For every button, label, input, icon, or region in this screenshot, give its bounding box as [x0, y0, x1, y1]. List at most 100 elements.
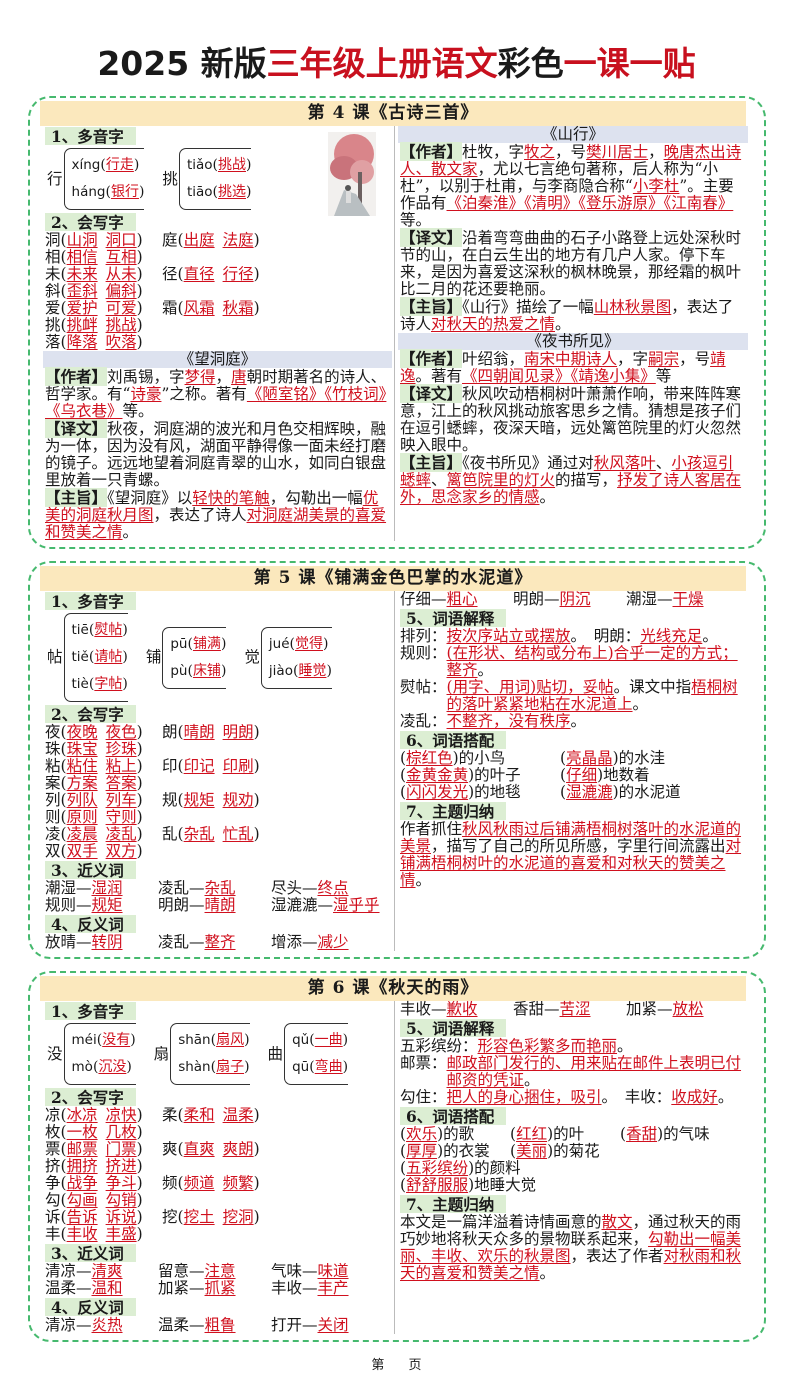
pronunciation-item: jué 觉得	[269, 631, 332, 658]
word: 未来	[66, 265, 98, 283]
text-segment: 、	[431, 471, 447, 489]
polyphone-group: 没 méi 没有 mò 沉没	[47, 1023, 136, 1085]
word: 可爱	[105, 299, 137, 317]
polyphone-char: 没	[47, 1044, 63, 1063]
poem-title: 《山行》	[398, 126, 748, 143]
word-pair: 潮湿干燥	[626, 590, 739, 608]
heading-label: 2、会写字	[45, 1088, 136, 1106]
modifier: 仔细	[566, 766, 598, 784]
highlight-text: (在形状、结构或分布上)合乎一定的方式；整齐	[446, 644, 738, 679]
paired-word: 规矩	[91, 896, 123, 914]
example-word: 挑战	[217, 157, 246, 173]
definition-term: 勾住：	[400, 1088, 447, 1106]
word-pairs: 潮湿湿润凌乱杂乱尽头终点规则规矩明朗晴朗湿漉漉湿乎乎	[45, 879, 390, 914]
paired-word: 炎热	[91, 1316, 123, 1334]
example-paren: 挑战	[213, 157, 252, 173]
dash-separator	[318, 896, 334, 914]
poem-paragraph: 【作者】杜牧，字牧之，号樊川居士，晚唐杰出诗人、散文家，尤以七言绝句著称，后人称…	[400, 142, 746, 229]
definition-body: 不整齐，没有秩序。	[447, 713, 587, 730]
word: 仔细	[400, 590, 432, 608]
word: 柔和	[183, 1106, 215, 1124]
word: 从未	[105, 265, 137, 283]
brace-icon: jué 觉得jiào 睡觉	[260, 626, 332, 689]
modifier: 棕红色	[406, 749, 453, 767]
text-segment: ”。主要作品有	[400, 177, 734, 212]
left-column: 1、多音字没méi没有mò沉没扇shān扇风shàn扇子曲qǔ一曲qū弯曲2、会…	[45, 1001, 394, 1334]
highlight-text: 收成好	[671, 1088, 718, 1106]
grid-row: 票邮票门票爽直爽爽朗挤拥挤挤进	[45, 1140, 390, 1175]
section-heading: 2、会写字	[45, 1088, 390, 1107]
word: 气味	[271, 1262, 303, 1280]
highlight-text: 对洞庭湖美景的喜爱和赞美之情	[45, 506, 387, 541]
left-column: 1、多音字行xíng行走háng银行挑tiǎo挑战tiāo挑选2、会写字洞山洞洞…	[43, 126, 394, 541]
char-entry: 丰丰收丰盛	[45, 1225, 162, 1243]
modifier: 厚厚	[406, 1142, 438, 1160]
char: 勾	[45, 1191, 61, 1209]
word: 香甜	[513, 1000, 545, 1018]
word: 原则	[66, 808, 98, 826]
brace-icon: shān 扇风 shàn 扇子	[170, 1023, 250, 1085]
text-segment: ，	[648, 143, 664, 161]
pronunciation-item: xíng行走	[72, 152, 145, 179]
char-entry: 珠珠宝珍珠	[45, 740, 162, 758]
highlight-text: 唐	[231, 368, 247, 386]
pronunciation-item: shàn 扇子	[178, 1054, 249, 1081]
pronunciation-item: shān 扇风	[178, 1027, 249, 1054]
highlight-text: 邮政部门发行的、用来贴在邮件上表明已付邮资的凭证	[446, 1054, 742, 1089]
lesson-5-card: 第 5 课《铺满金色巴掌的水泥道》1、多音字帖tiē熨帖tiě请帖tiè字帖铺p…	[28, 561, 766, 959]
highlight-text: 按次序站立或摆放	[446, 627, 571, 645]
word: 丰盛	[105, 1225, 137, 1243]
collocation: 金黄金黄的叶子	[400, 766, 560, 784]
word-pair: 仔细粗心	[400, 590, 513, 608]
paired-word: 湿乎乎	[333, 896, 380, 914]
modifier: 香甜	[626, 1125, 658, 1143]
word: 印刷	[222, 757, 254, 775]
example-word: 觉得	[295, 635, 324, 652]
word: 频道	[183, 1174, 215, 1192]
example-paren: 弯曲	[309, 1059, 348, 1075]
paired-word: 杂乱	[204, 879, 236, 897]
paired-word: 温和	[91, 1279, 123, 1297]
text-segment: 刘禹锡，字	[107, 368, 185, 386]
modifier: 五彩缤纷	[406, 1159, 469, 1177]
highlight-text: 嗣宗	[648, 350, 680, 368]
heading-label: 4、反义词	[45, 915, 136, 933]
collocation: 湿漉漉的水泥道	[560, 783, 720, 801]
grid-row: 洞山洞洞口庭出庭法庭相相信互相	[45, 231, 390, 266]
word: 凌乱	[158, 933, 190, 951]
word: 粘上	[105, 757, 137, 775]
highlight-text: 樊川居士	[586, 143, 649, 161]
char: 相	[45, 248, 61, 266]
noun-phrase: 的水洼	[618, 749, 666, 767]
pinyin: pū	[170, 635, 188, 652]
heading-label: 7、主题归纳	[400, 802, 507, 820]
definition: 凌乱： 不整齐，没有秩序。	[400, 713, 746, 730]
text-segment: 。	[555, 315, 571, 333]
text-segment: ，勾勒出一幅	[269, 489, 363, 507]
noun-phrase: 的菊花	[553, 1142, 600, 1160]
section-heading: 7、主题归纳	[400, 802, 746, 821]
word: 放晴	[45, 933, 77, 951]
title-part: 三年级上册语文	[266, 44, 498, 83]
char: 爽	[162, 1140, 178, 1158]
collocation: 棕红色的小鸟	[400, 749, 560, 767]
polyphone-char: 行	[47, 169, 63, 188]
char: 凌	[45, 825, 61, 843]
word-pair: 加紧抓紧	[158, 1279, 271, 1297]
heading-label: 5、词语解释	[400, 609, 507, 627]
collocation: 亮晶晶的水洼	[560, 749, 720, 767]
char: 列	[45, 791, 61, 809]
char-entry: 双双手双方	[45, 842, 162, 860]
word-pair: 放晴转阴	[45, 933, 158, 951]
modifier: 亮晶晶	[566, 749, 613, 767]
pair-row: 潮湿湿润凌乱杂乱尽头终点	[45, 879, 390, 897]
definition-term: 排列：	[400, 627, 447, 645]
